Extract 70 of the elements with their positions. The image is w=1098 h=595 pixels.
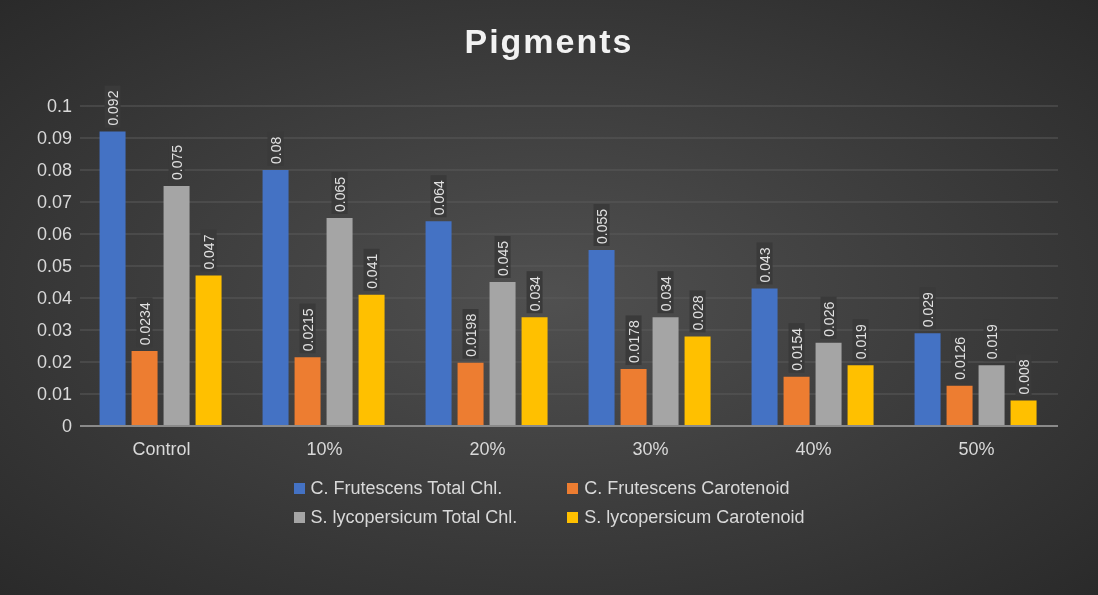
- bar: [131, 351, 158, 426]
- data-label: 0.026: [820, 301, 837, 337]
- bar: [914, 333, 941, 426]
- bar: [195, 275, 222, 426]
- data-label: 0.029: [919, 291, 936, 328]
- y-tick-label: 0.01: [36, 384, 72, 405]
- data-label: 0.0178: [625, 320, 642, 364]
- y-tick-label: 0.1: [46, 96, 72, 117]
- y-tick-label: 0.07: [36, 192, 72, 213]
- legend-label: S. lycopersicum Carotenoid: [584, 507, 805, 528]
- legend-label: C. Frutescens Total Chl.: [310, 478, 503, 499]
- y-tick-label: 0.03: [36, 320, 72, 341]
- data-label: 0.047: [200, 234, 217, 270]
- bar: [521, 317, 548, 426]
- bar: [783, 376, 810, 426]
- bar: [684, 336, 711, 426]
- data-label: 0.055: [593, 208, 610, 244]
- data-label: 0.0126: [951, 336, 968, 380]
- bar: [652, 317, 679, 426]
- bar: [489, 282, 516, 426]
- bar: [163, 186, 190, 426]
- data-label: 0.0154: [788, 327, 805, 371]
- data-label: 0.0198: [462, 313, 479, 357]
- y-tick-label: 0.05: [36, 256, 72, 277]
- x-tick-label: 10%: [306, 438, 343, 459]
- bar: [294, 357, 321, 426]
- y-tick-label: 0.06: [36, 224, 72, 245]
- bar: [358, 294, 385, 426]
- y-tick-label: 0: [61, 416, 72, 437]
- data-label: 0.092: [104, 90, 121, 126]
- x-tick-label: 40%: [795, 438, 832, 459]
- chart-title: Pigments: [463, 22, 635, 62]
- bar: [262, 170, 289, 426]
- data-label: 0.028: [689, 295, 706, 331]
- x-tick-label: 20%: [469, 438, 506, 459]
- data-label: 0.043: [756, 247, 773, 283]
- data-label: 0.019: [852, 323, 869, 360]
- bar: [815, 342, 842, 426]
- legend-label: C. Frutescens Carotenoid: [584, 478, 790, 499]
- x-tick-label: 30%: [632, 438, 669, 459]
- x-tick-label: Control: [132, 438, 191, 459]
- bar: [847, 365, 874, 426]
- data-label: 0.041: [363, 253, 380, 289]
- bar: [978, 365, 1005, 426]
- data-label: 0.064: [430, 179, 447, 216]
- data-label: 0.008: [1015, 359, 1032, 395]
- y-tick-label: 0.08: [36, 160, 72, 181]
- data-label: 0.065: [331, 176, 348, 212]
- data-label: 0.08: [267, 136, 284, 164]
- y-tick-label: 0.02: [36, 352, 72, 373]
- data-label: 0.034: [526, 275, 543, 312]
- x-tick-label: 50%: [958, 438, 995, 459]
- data-label: 0.0234: [136, 302, 153, 346]
- y-tick-label: 0.04: [36, 288, 72, 309]
- data-label: 0.034: [657, 275, 674, 312]
- bar: [588, 250, 615, 426]
- bar: [620, 369, 647, 426]
- data-label: 0.045: [494, 240, 511, 276]
- data-label: 0.0215: [299, 308, 316, 352]
- bar: [425, 221, 452, 426]
- data-label: 0.019: [983, 323, 1000, 360]
- y-tick-label: 0.09: [36, 128, 72, 149]
- bar: [326, 218, 353, 426]
- legend-label: S. lycopersicum Total Chl.: [310, 507, 518, 528]
- bar: [457, 362, 484, 426]
- bar: [1010, 400, 1037, 426]
- bar: [751, 288, 778, 426]
- data-label: 0.075: [168, 144, 185, 180]
- bar: [99, 131, 126, 426]
- bar: [946, 385, 973, 426]
